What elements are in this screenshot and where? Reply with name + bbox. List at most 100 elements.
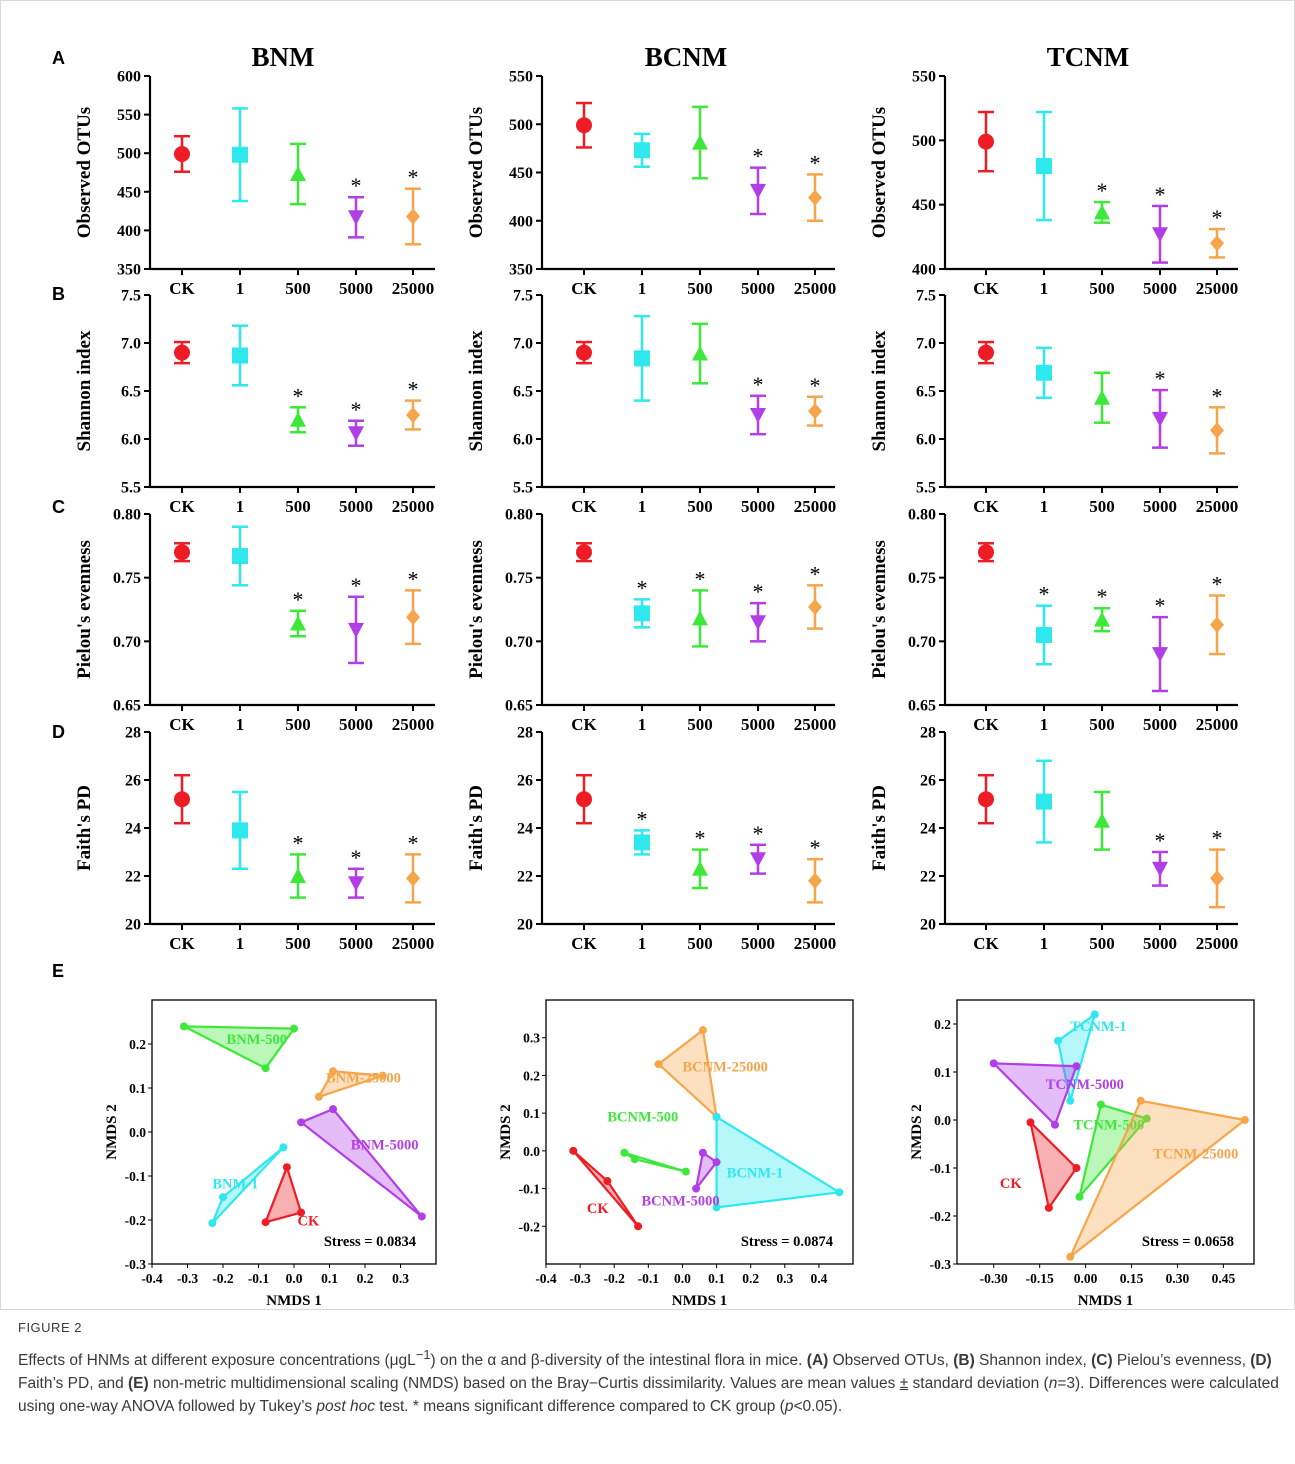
group-label: BCNM-25000 — [682, 1060, 767, 1076]
significance-star: * — [695, 566, 706, 591]
point-CK — [174, 791, 190, 808]
y-tick-label: 0.2 — [129, 1037, 146, 1052]
caption-ref-a: (A) — [806, 1352, 829, 1370]
y-tick-label: 7.0 — [121, 336, 141, 353]
x-tick-label-25000: 25000 — [1196, 715, 1239, 734]
point-500 — [290, 411, 306, 427]
x-tick-label-ck: CK — [571, 279, 597, 298]
y-tick-label: 0.70 — [505, 634, 533, 651]
point-25000 — [406, 609, 420, 626]
y-tick-label: 550 — [912, 69, 936, 86]
group-point — [603, 1177, 612, 1186]
y-axis-label: Faith's PD — [869, 785, 890, 871]
significance-star: * — [810, 373, 821, 398]
point-25000 — [1210, 616, 1224, 633]
x-tick-label-ck: CK — [571, 934, 597, 953]
point-1 — [1036, 626, 1052, 643]
group-hull — [657, 1029, 718, 1119]
x-tick-label-500: 500 — [687, 497, 713, 516]
y-tick-label: 6.0 — [121, 432, 141, 449]
point-1 — [1036, 793, 1052, 810]
y-tick-label: 350 — [509, 262, 533, 279]
y-tick-label: 28 — [920, 725, 936, 742]
group-point — [297, 1208, 306, 1217]
group-hull — [1078, 1103, 1148, 1198]
group-label: TCNM-1 — [1070, 1019, 1126, 1035]
significance-star: * — [637, 806, 648, 831]
y-axis-label: Observed OTUs — [74, 107, 95, 238]
group-point — [417, 1212, 426, 1221]
point-1 — [232, 548, 248, 565]
significance-star: * — [408, 566, 419, 591]
caption-superscript: −1 — [415, 1347, 431, 1362]
x-tick-label-500: 500 — [1089, 279, 1115, 298]
x-tick-label-5000: 5000 — [339, 279, 373, 298]
x-tick-label: 0.0 — [286, 1271, 303, 1286]
group-point — [698, 1148, 707, 1157]
x-axis-label: NMDS 1 — [266, 1293, 321, 1309]
point-25000 — [1210, 870, 1224, 887]
x-tick-label-5000: 5000 — [1143, 497, 1177, 516]
caption-d-text: Faith’s PD, and — [18, 1375, 128, 1393]
y-tick-label: 350 — [117, 262, 141, 279]
group-label: BNM-25000 — [326, 1070, 401, 1086]
plot-frame — [151, 999, 437, 1265]
point-CK — [576, 344, 592, 361]
group-label: CK — [298, 1214, 320, 1230]
significance-star: * — [1097, 178, 1108, 203]
caption-body: Effects of HNMs at different exposure co… — [18, 1343, 1280, 1418]
panel-c-bcnm: 0.65 0.70 0.75 0.80 Pielou's evenness CK 1 500 5… — [466, 507, 836, 735]
group-hull — [715, 1115, 841, 1209]
y-tick-label: 5.5 — [121, 480, 141, 497]
y-tick-label: 0.0 — [523, 1144, 540, 1159]
y-axis-label: NMDS 2 — [909, 1104, 925, 1159]
y-tick-label: 0.65 — [908, 698, 936, 715]
significance-star: * — [351, 845, 362, 870]
caption-ref-e: (E) — [128, 1375, 149, 1393]
x-tick-label: -0.30 — [980, 1271, 1008, 1286]
point-CK — [174, 145, 190, 162]
caption-p: p — [784, 1398, 794, 1416]
column-title-tcnm: TCNM — [1047, 42, 1130, 72]
point-CK — [576, 791, 592, 808]
y-tick-label: 5.5 — [513, 480, 533, 497]
y-tick-label: 6.0 — [916, 432, 936, 449]
y-tick-label: 0.65 — [113, 698, 141, 715]
y-tick-label: 24 — [920, 821, 936, 838]
group-label: BNM-1 — [212, 1176, 258, 1192]
significance-star: * — [695, 826, 706, 851]
caption-text-1: Effects of HNMs at different exposure co… — [18, 1352, 416, 1370]
significance-star: * — [1155, 366, 1166, 391]
point-CK — [576, 117, 592, 134]
significance-star: * — [408, 165, 419, 190]
panel-c-bnm: 0.65 0.70 0.75 0.80 Pielou's evenness CK 1 500 5… — [74, 507, 435, 734]
x-tick-label: -0.1 — [248, 1271, 270, 1286]
group-point — [1142, 1114, 1151, 1123]
y-tick-label: 400 — [509, 213, 533, 230]
x-tick-label-1: 1 — [236, 715, 245, 734]
caption-ref-b: (B) — [953, 1352, 975, 1370]
group-point — [329, 1105, 338, 1114]
y-tick-label: 7.0 — [513, 336, 533, 353]
point-500 — [692, 860, 708, 876]
point-500 — [290, 868, 306, 883]
group-point — [989, 1059, 998, 1068]
x-tick-label-5000: 5000 — [339, 715, 373, 734]
significance-star: * — [810, 561, 821, 586]
point-CK — [576, 544, 592, 561]
y-tick-label: 6.5 — [513, 384, 533, 401]
y-tick-label: 550 — [509, 69, 533, 86]
y-tick-label: -0.3 — [930, 1257, 952, 1272]
significance-star: * — [351, 397, 362, 422]
group-hull — [992, 1062, 1078, 1126]
group-hull — [317, 1070, 384, 1098]
group-tcnm-1: TCNM-1 — [1054, 1010, 1127, 1105]
x-tick-label-25000: 25000 — [392, 715, 435, 734]
group-bnm-25000: BNM-25000 — [314, 1067, 401, 1101]
x-tick-label-25000: 25000 — [794, 497, 837, 516]
x-tick-label-1: 1 — [236, 497, 245, 516]
group-point — [620, 1148, 629, 1157]
point-5000 — [750, 408, 766, 423]
x-tick-label-5000: 5000 — [741, 715, 775, 734]
y-tick-label: 6.5 — [916, 384, 936, 401]
